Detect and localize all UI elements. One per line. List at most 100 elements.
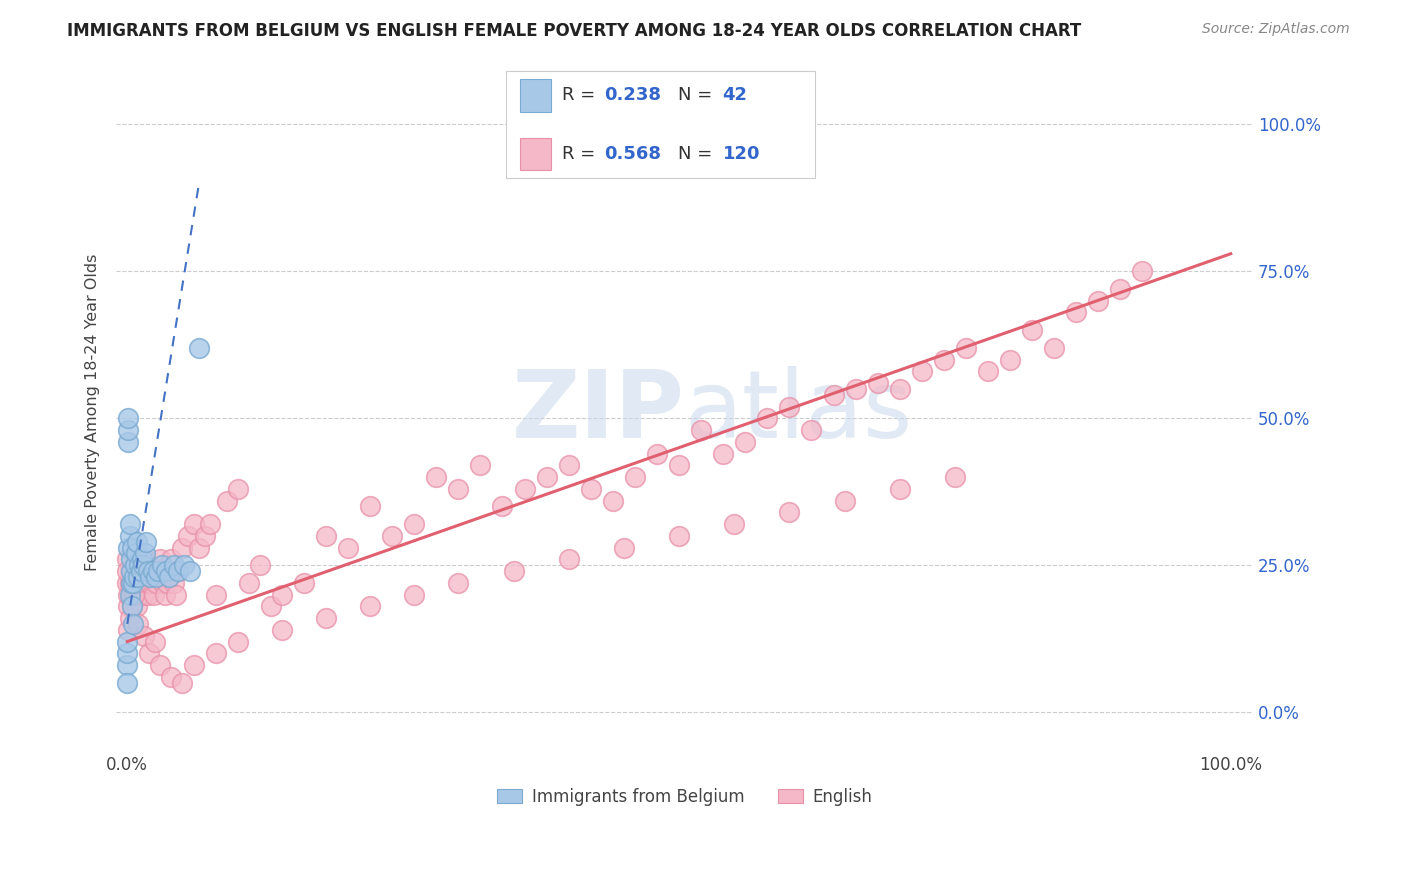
Point: [117, 434, 139, 449]
Point: [120, 588, 142, 602]
Point: [121, 588, 143, 602]
Point: [129, 575, 152, 590]
Point: [156, 575, 179, 590]
Point: [117, 599, 139, 614]
Point: [124, 558, 146, 573]
Point: [125, 546, 148, 560]
Point: [1132, 264, 1154, 278]
Point: [404, 516, 426, 531]
Point: [163, 558, 186, 573]
Point: [668, 458, 690, 473]
Point: [117, 423, 139, 437]
Point: [145, 575, 167, 590]
Point: [127, 616, 149, 631]
Point: [1109, 282, 1132, 296]
Text: 120: 120: [723, 145, 761, 163]
Point: [125, 575, 148, 590]
Text: R =: R =: [562, 145, 602, 163]
Point: [142, 588, 165, 602]
Point: [215, 493, 238, 508]
Point: [121, 575, 143, 590]
Point: [149, 552, 172, 566]
Point: [315, 611, 337, 625]
Point: [1043, 341, 1066, 355]
Point: [613, 541, 636, 555]
Point: [132, 575, 155, 590]
Point: [121, 616, 143, 631]
Point: [117, 588, 139, 602]
Point: [778, 400, 800, 414]
Point: [120, 575, 142, 590]
Point: [188, 541, 211, 555]
Point: [502, 564, 524, 578]
Point: [117, 541, 139, 555]
Point: [911, 364, 934, 378]
Point: [183, 658, 205, 673]
Point: [425, 470, 447, 484]
Point: [121, 541, 143, 555]
Point: [557, 458, 579, 473]
Point: [118, 575, 141, 590]
Point: [998, 352, 1021, 367]
Text: 42: 42: [723, 87, 748, 104]
Point: [117, 552, 139, 566]
Point: [179, 564, 201, 578]
Point: [117, 675, 139, 690]
Point: [143, 634, 166, 648]
Point: [124, 564, 146, 578]
Text: Source: ZipAtlas.com: Source: ZipAtlas.com: [1202, 22, 1350, 37]
Point: [943, 470, 966, 484]
Point: [135, 534, 157, 549]
Point: [1021, 323, 1043, 337]
Point: [148, 564, 170, 578]
Point: [138, 575, 160, 590]
Point: [122, 575, 145, 590]
Point: [148, 564, 170, 578]
Point: [139, 570, 162, 584]
Point: [668, 529, 690, 543]
Point: [602, 493, 624, 508]
Point: [204, 588, 226, 602]
Point: [800, 423, 823, 437]
Point: [150, 558, 173, 573]
Point: [723, 516, 745, 531]
Text: ZIP: ZIP: [512, 367, 685, 458]
Point: [138, 646, 160, 660]
Point: [141, 564, 163, 578]
Point: [172, 675, 194, 690]
Point: [136, 564, 159, 578]
Point: [127, 570, 149, 584]
Point: [134, 552, 156, 566]
Point: [183, 516, 205, 531]
Point: [127, 575, 149, 590]
Point: [447, 575, 470, 590]
Point: [845, 382, 868, 396]
Text: R =: R =: [562, 87, 602, 104]
Point: [120, 564, 142, 578]
Text: N =: N =: [678, 87, 717, 104]
Point: [117, 623, 139, 637]
Point: [536, 470, 558, 484]
Point: [226, 634, 249, 648]
Point: [127, 599, 149, 614]
Point: [117, 575, 139, 590]
Point: [152, 575, 174, 590]
Point: [128, 558, 150, 573]
Point: [359, 500, 381, 514]
Point: [1064, 305, 1087, 319]
Point: [121, 599, 143, 614]
Legend: Immigrants from Belgium, English: Immigrants from Belgium, English: [489, 781, 879, 813]
Point: [167, 564, 190, 578]
Text: atlas: atlas: [685, 367, 912, 458]
Point: [778, 505, 800, 519]
Point: [756, 411, 779, 425]
Point: [132, 558, 155, 573]
Point: [135, 564, 157, 578]
Point: [117, 658, 139, 673]
Point: [491, 500, 513, 514]
Text: N =: N =: [678, 145, 717, 163]
Point: [470, 458, 492, 473]
Point: [238, 575, 260, 590]
Point: [381, 529, 404, 543]
Y-axis label: Female Poverty Among 18-24 Year Olds: Female Poverty Among 18-24 Year Olds: [86, 253, 100, 571]
